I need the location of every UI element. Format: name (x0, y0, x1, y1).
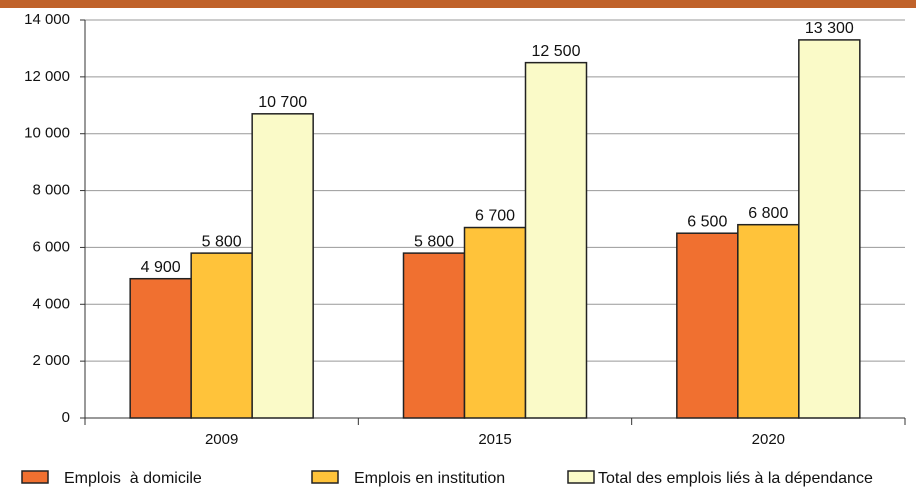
y-tick-label: 2 000 (32, 352, 70, 369)
bar (463, 226, 527, 419)
x-tick-label: 2015 (478, 431, 511, 448)
bar (190, 252, 253, 419)
top-band (0, 0, 916, 8)
legend-label: Total des emplois liés à la dépendance (598, 470, 873, 487)
bar (129, 277, 192, 419)
value-label: 12 500 (532, 43, 581, 60)
x-tick-label: 2020 (752, 431, 785, 448)
legend-swatch (21, 470, 49, 484)
bar (251, 113, 314, 419)
y-tick-label: 4 000 (32, 295, 70, 312)
legend-label: Emplois en institution (354, 470, 505, 487)
x-tick-label: 2009 (205, 431, 238, 448)
legend-label: Emplois à domicile (64, 470, 202, 487)
y-tick-label: 10 000 (24, 125, 70, 142)
bar (524, 61, 588, 419)
value-label: 10 700 (258, 94, 307, 111)
y-tick-label: 6 000 (32, 238, 70, 255)
y-tick-label: 12 000 (24, 68, 70, 85)
value-label: 6 800 (748, 205, 788, 222)
bar (402, 252, 466, 419)
y-tick-label: 14 000 (24, 11, 70, 28)
y-tick-label: 0 (62, 409, 70, 426)
legend-swatch (311, 470, 339, 484)
legend-swatch (567, 470, 595, 484)
y-tick-label: 8 000 (32, 182, 70, 199)
value-label: 4 900 (141, 259, 181, 276)
value-label: 5 800 (202, 233, 242, 250)
value-label: 6 700 (475, 208, 515, 225)
value-label: 6 500 (687, 213, 727, 230)
value-label: 5 800 (414, 233, 454, 250)
value-label: 13 300 (805, 20, 854, 37)
bar (676, 232, 739, 419)
bar (798, 39, 861, 419)
bar (737, 223, 800, 419)
